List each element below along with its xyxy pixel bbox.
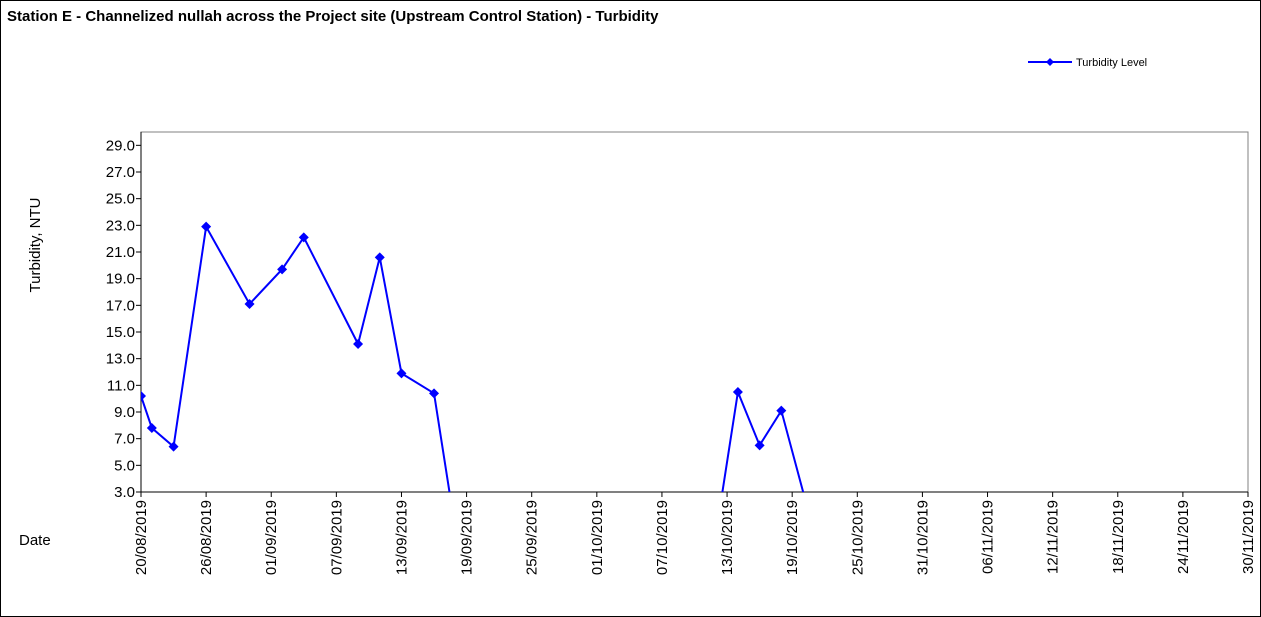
x-tick-label: 01/09/2019 (263, 500, 280, 575)
y-tick-label: 29.0 (106, 137, 135, 154)
x-tick-label: 19/09/2019 (459, 500, 476, 575)
legend-marker (1046, 58, 1054, 66)
y-tick-label: 23.0 (106, 217, 135, 234)
y-tick-label: 9.0 (114, 404, 135, 421)
data-point (244, 299, 255, 309)
data-point (396, 368, 407, 379)
data-point (146, 423, 157, 433)
y-tick-label: 11.0 (107, 377, 135, 394)
data-point (776, 405, 787, 416)
x-tick-label: 13/09/2019 (393, 500, 410, 575)
y-tick-label: 15.0 (106, 324, 135, 341)
y-tick-label: 19.0 (106, 271, 135, 288)
y-tick-label: 13.0 (106, 351, 135, 368)
data-point (141, 391, 146, 401)
x-tick-label: 13/10/2019 (719, 500, 736, 575)
data-point (298, 232, 309, 243)
y-tick-label: 3.0 (114, 484, 135, 501)
data-point (374, 252, 385, 263)
plot (141, 221, 805, 492)
x-axis-label: Date (19, 532, 51, 549)
x-tick-label: 18/11/2019 (1110, 500, 1127, 574)
legend-label: Turbidity Level (1076, 57, 1147, 69)
data-point (277, 264, 288, 275)
x-tick-label: 06/11/2019 (980, 500, 997, 574)
data-point (168, 441, 179, 452)
y-tick-label: 7.0 (114, 431, 135, 448)
data-point (754, 440, 765, 451)
x-tick-label: 30/11/2019 (1240, 500, 1257, 574)
x-tick-label: 24/11/2019 (1175, 500, 1192, 574)
x-tick-label: 25/09/2019 (524, 500, 541, 575)
y-axis-label: Turbidity, NTU (27, 197, 44, 292)
y-tick-label: 21.0 (106, 244, 135, 261)
x-tick-label: 25/10/2019 (849, 500, 866, 575)
x-tick-label: 12/11/2019 (1045, 500, 1062, 574)
data-point (429, 388, 440, 399)
y-tick-label: 5.0 (114, 457, 135, 474)
y-tick-label: 27.0 (106, 164, 135, 181)
data-point (353, 339, 364, 349)
y-tick-label: 25.0 (106, 191, 135, 208)
x-tick-label: 20/08/2019 (133, 500, 150, 575)
data-point (201, 221, 212, 232)
y-tick-label: 17.0 (106, 297, 135, 314)
x-tick-label: 07/09/2019 (328, 500, 345, 575)
x-tick-label: 31/10/2019 (914, 500, 931, 575)
data-point (732, 387, 743, 397)
chart-title: Station E - Channelized nullah across th… (7, 8, 659, 25)
x-tick-label: 07/10/2019 (654, 500, 671, 575)
x-tick-label: 01/10/2019 (589, 500, 606, 575)
x-tick-label: 26/08/2019 (198, 500, 215, 575)
x-tick-label: 19/10/2019 (784, 500, 801, 575)
